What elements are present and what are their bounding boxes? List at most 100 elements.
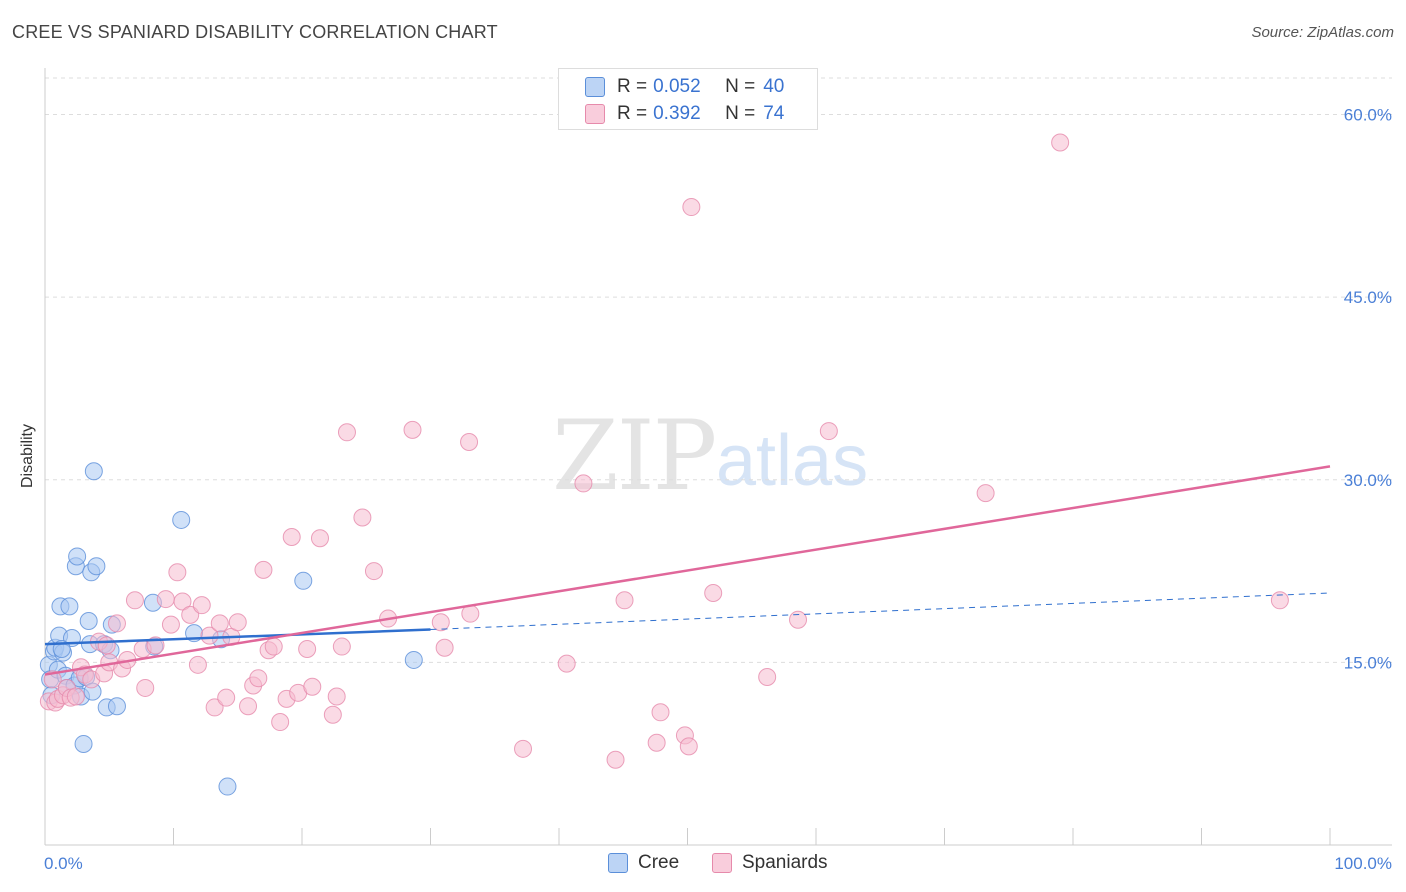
spaniard-point (704, 583, 723, 602)
spaniards-n-label: N = (725, 103, 756, 124)
spaniards-legend-label: Spaniards (742, 852, 828, 873)
tick-label-layer: 15.0% 30.0% 45.0% 60.0% 0.0% 100.0% (44, 106, 1392, 873)
spaniards-legend-swatch (712, 853, 732, 873)
spaniard-point (298, 639, 317, 658)
spaniards-n-value: 74 (763, 103, 785, 124)
spaniard-point (200, 626, 219, 645)
cree-r-value: 0.052 (653, 76, 701, 97)
grid-layer (45, 77, 1392, 663)
spaniard-point (254, 560, 273, 579)
cree-point (172, 510, 191, 529)
cree-point (60, 597, 79, 616)
cree-point (87, 557, 106, 576)
cree-point (84, 462, 103, 481)
spaniard-point (217, 688, 236, 707)
cree-point (79, 611, 98, 630)
spaniard-point (303, 677, 322, 696)
watermark-zip: ZIP (552, 400, 717, 512)
spaniard-point (606, 750, 625, 769)
y-tick-label: 60.0% (1344, 106, 1392, 125)
spaniard-point (97, 636, 116, 655)
spaniards-r-value: 0.392 (653, 103, 701, 124)
spaniard-trend-line (44, 465, 1331, 676)
spaniard-point (647, 733, 666, 752)
cree-point (404, 650, 423, 669)
y-tick-label: 15.0% (1344, 653, 1392, 672)
legend-row-spaniards: R = 0.392 N = 74 (585, 101, 784, 127)
spaniard-point (323, 705, 342, 724)
spaniard-point (205, 698, 224, 717)
spaniard-point (435, 638, 454, 657)
legend-row-cree: R = 0.052 N = 40 (585, 74, 784, 100)
watermark-atlas: atlas (716, 421, 869, 501)
cree-legend-swatch (608, 853, 628, 873)
spaniard-point (282, 527, 301, 546)
spaniard-point (107, 614, 126, 633)
spaniard-point (136, 678, 155, 697)
spaniard-point (264, 637, 283, 656)
spaniard-point (651, 703, 670, 722)
cree-n-value: 40 (763, 76, 785, 97)
cree-legend-label: Cree (638, 852, 680, 873)
cree-point (68, 547, 87, 566)
spaniard-point (181, 605, 200, 624)
spaniard-point (66, 687, 85, 706)
spaniard-point (976, 484, 995, 503)
x-tick-label-min: 0.0% (44, 854, 83, 873)
spaniard-point (403, 420, 422, 439)
spaniard-point (168, 563, 187, 582)
spaniard-point (188, 655, 207, 674)
cree-r-label: R = (617, 76, 648, 97)
spaniard-point (173, 592, 192, 611)
cree-point (107, 697, 126, 716)
cree-trend-line (44, 628, 431, 646)
spaniard-point (353, 508, 372, 527)
spaniard-point (239, 697, 258, 716)
spaniard-point (249, 669, 268, 688)
x-tick-label-max: 100.0% (1334, 854, 1392, 873)
spaniard-point (192, 596, 211, 615)
cree-point (294, 571, 313, 590)
y-tick-label: 45.0% (1344, 288, 1392, 307)
cree-n-label: N = (725, 76, 756, 97)
legend-item-spaniards[interactable]: Spaniards (712, 852, 828, 874)
spaniard-point (1051, 133, 1070, 152)
points-layer (39, 133, 1289, 796)
spaniard-point (789, 610, 808, 629)
cree-point (74, 734, 93, 753)
spaniard-point (758, 667, 777, 686)
cree-trend-extension (430, 592, 1331, 631)
source-label: Source: ZipAtlas.com (1251, 24, 1394, 41)
y-tick-label: 30.0% (1344, 471, 1392, 490)
spaniard-point (615, 591, 634, 610)
legend-item-cree[interactable]: Cree (608, 852, 679, 874)
cree-point (218, 777, 237, 796)
cree-swatch (585, 77, 605, 97)
spaniard-point (228, 613, 247, 632)
spaniard-point (819, 422, 838, 441)
spaniard-point (161, 615, 180, 634)
spaniard-point (364, 562, 383, 581)
spaniard-point (332, 637, 351, 656)
spaniard-point (574, 474, 593, 493)
spaniard-point (125, 591, 144, 610)
trend-layer (44, 465, 1331, 676)
spaniard-point (682, 198, 701, 217)
spaniards-swatch (585, 104, 605, 124)
spaniard-point (679, 737, 698, 756)
stats-legend: R = 0.052 N = 40 R = 0.392 N = 74 (558, 68, 818, 130)
spaniard-point (271, 713, 290, 732)
spaniard-point (460, 433, 479, 452)
spaniards-r-label: R = (617, 103, 648, 124)
spaniard-point (327, 687, 346, 706)
spaniard-point (337, 423, 356, 442)
chart-title: CREE VS SPANIARD DISABILITY CORRELATION … (12, 22, 498, 42)
spaniard-point (514, 739, 533, 758)
spaniard-point (557, 654, 576, 673)
series-legend: Cree Spaniards (0, 850, 1406, 880)
spaniard-point (310, 529, 329, 548)
spaniard-point (431, 613, 450, 632)
axis-layer (44, 68, 1392, 846)
spaniard-point (210, 614, 229, 633)
